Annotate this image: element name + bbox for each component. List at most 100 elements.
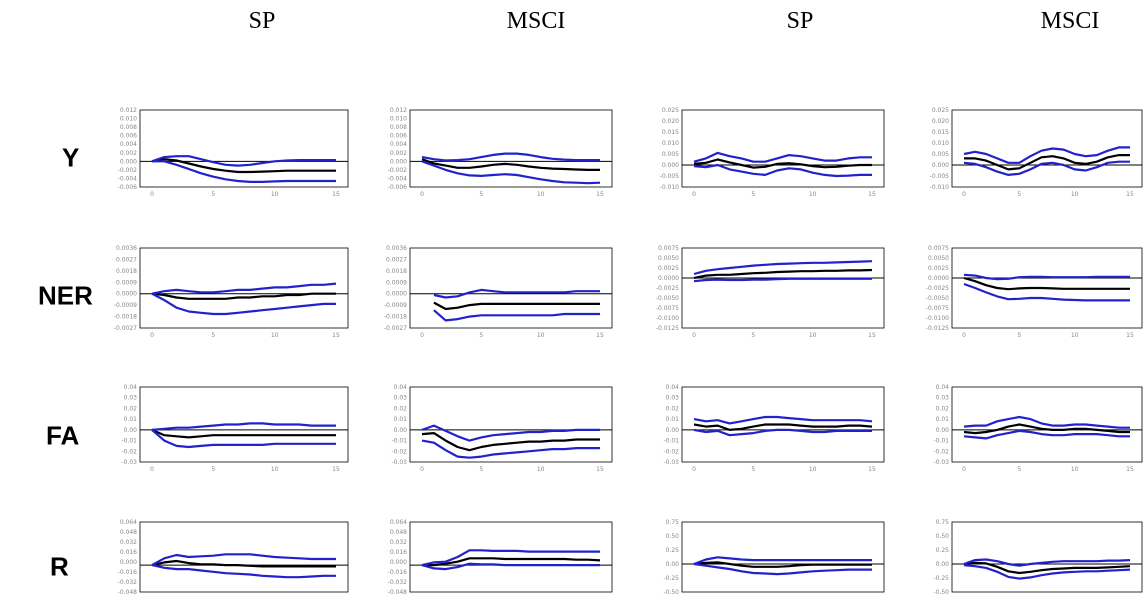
column-header-2: MSCI — [506, 8, 566, 34]
x-tick-label: 10 — [1071, 332, 1079, 339]
upper-band-line — [693, 556, 872, 566]
y-tick-label: 0.0027 — [386, 256, 407, 263]
y-tick-label: -0.002 — [388, 167, 408, 174]
x-tick-label: 5 — [211, 466, 215, 473]
panel-frame — [139, 386, 349, 463]
upper-band-line — [421, 152, 600, 162]
y-tick-label: 0.00 — [936, 561, 950, 568]
y-tick-label: 0.006 — [120, 133, 137, 140]
response-line — [151, 559, 336, 568]
upper-band-line — [421, 549, 600, 567]
response-line — [693, 268, 873, 280]
y-tick-label: 0.50 — [936, 533, 950, 540]
upper-band-line — [151, 422, 336, 431]
y-tick-label: -0.032 — [118, 579, 138, 586]
y-tick-label: 0.002 — [120, 150, 137, 157]
column-header-3: SP — [786, 8, 814, 34]
panel-frame — [681, 386, 885, 463]
y-tick-label: 0.004 — [120, 141, 137, 148]
lower-band-line — [151, 564, 336, 579]
x-tick-label: 15 — [1126, 332, 1134, 339]
x-tick-label: 0 — [692, 191, 696, 198]
x-tick-label: 0 — [962, 466, 966, 473]
x-tick-label: 5 — [1017, 466, 1021, 473]
y-tick-label: -0.010 — [930, 184, 950, 191]
panel-frame — [681, 109, 885, 188]
x-tick-label: 10 — [809, 466, 817, 473]
panel-frame — [409, 247, 613, 329]
y-tick-label: -0.03 — [391, 459, 407, 466]
x-tick-label: 5 — [211, 332, 215, 339]
x-tick-label: 15 — [332, 332, 340, 339]
y-tick-label: 0.0036 — [386, 245, 407, 252]
y-tick-label: 0.01 — [666, 416, 680, 423]
row-label-ner: NER — [38, 280, 93, 311]
y-tick-label: 0.03 — [936, 395, 950, 402]
panel-fa-msci-2: 0.04 0.03 0.02 0.01 0.00 -0.01 -0.02 -0.03 0 5 10 1… — [933, 384, 1143, 473]
x-tick-label: 10 — [809, 332, 817, 339]
x-tick-label: 0 — [962, 332, 966, 339]
y-tick-label: 0.0000 — [116, 291, 137, 298]
panel-frame — [951, 247, 1143, 329]
y-tick-label: -0.25 — [933, 575, 949, 582]
x-tick-label: 15 — [868, 332, 876, 339]
y-tick-label: 0.00 — [394, 427, 408, 434]
lower-band-line — [421, 562, 600, 571]
y-tick-label: 0.064 — [390, 519, 407, 526]
x-tick-label: 10 — [537, 191, 545, 198]
y-tick-label: -0.0125 — [656, 325, 679, 332]
y-tick-label: -0.03 — [663, 459, 679, 466]
y-tick-label: 0.02 — [124, 405, 138, 412]
panel-frame — [409, 109, 613, 188]
y-tick-label: 0.064 — [120, 519, 137, 526]
x-tick-label: 0 — [692, 332, 696, 339]
y-tick-label: 0.032 — [390, 539, 407, 546]
y-tick-label: 0.010 — [120, 116, 137, 123]
y-tick-label: -0.0100 — [656, 315, 679, 322]
y-tick-label: 0.02 — [936, 405, 950, 412]
lower-band-line — [421, 160, 601, 185]
lower-band-line — [433, 309, 600, 322]
y-tick-label: 0.03 — [394, 395, 408, 402]
panel-ner-msci-2: 0.0075 0.0050 0.0025 0.0000 -0.0025 -0.0050 -0… — [926, 245, 1143, 339]
panel-r-msci-2: 0.750.500.250.00-0.25-0.50051015 — [933, 519, 1143, 594]
y-tick-label: -0.005 — [930, 173, 950, 180]
response-line — [693, 423, 873, 431]
y-tick-label: -0.02 — [933, 448, 949, 455]
x-tick-label: 15 — [596, 332, 604, 339]
response-line — [693, 561, 872, 568]
y-tick-label: 0.03 — [124, 395, 138, 402]
y-tick-label: -0.0075 — [926, 305, 949, 312]
panel-frame — [951, 386, 1143, 463]
y-tick-label: 0.000 — [390, 158, 407, 165]
panel-frame — [681, 247, 885, 329]
lower-band-line — [693, 277, 872, 283]
panel-frame — [951, 521, 1143, 593]
x-tick-label: 15 — [1126, 466, 1134, 473]
panel-r-sp: 0.064 0.048 0.032 0.016 0.000 -0.016 -0.032 -0.… — [118, 519, 349, 594]
y-tick-label: 0.00 — [666, 427, 680, 434]
y-tick-label: 0.005 — [932, 151, 949, 158]
panel-ner-sp: 0.0036 0.0027 0.0018 0.0009 0.0000 -0.0009 -0.… — [114, 245, 349, 339]
y-tick-label: 0.012 — [120, 107, 137, 114]
y-tick-label: 0.03 — [666, 395, 680, 402]
y-tick-label: 0.000 — [390, 559, 407, 566]
column-header-4: MSCI — [1040, 8, 1100, 34]
y-tick-label: 0.0000 — [658, 275, 679, 282]
y-tick-label: -0.0009 — [384, 302, 407, 309]
upper-band-line — [433, 288, 600, 299]
row-label-fa: FA — [46, 420, 80, 451]
y-tick-label: 0.04 — [124, 384, 138, 391]
panel-frame — [139, 247, 349, 329]
lower-band-line — [963, 282, 1130, 302]
y-tick-label: 0.75 — [936, 519, 950, 526]
y-tick-label: 0.0027 — [116, 256, 137, 263]
y-tick-label: 0.0009 — [116, 279, 137, 286]
y-tick-label: 0.02 — [666, 405, 680, 412]
x-tick-label: 15 — [596, 466, 604, 473]
response-line — [151, 428, 336, 439]
y-tick-label: -0.016 — [118, 569, 138, 576]
y-tick-label: -0.0025 — [926, 285, 949, 292]
y-tick-label: -0.02 — [121, 448, 137, 455]
x-tick-label: 10 — [271, 191, 279, 198]
